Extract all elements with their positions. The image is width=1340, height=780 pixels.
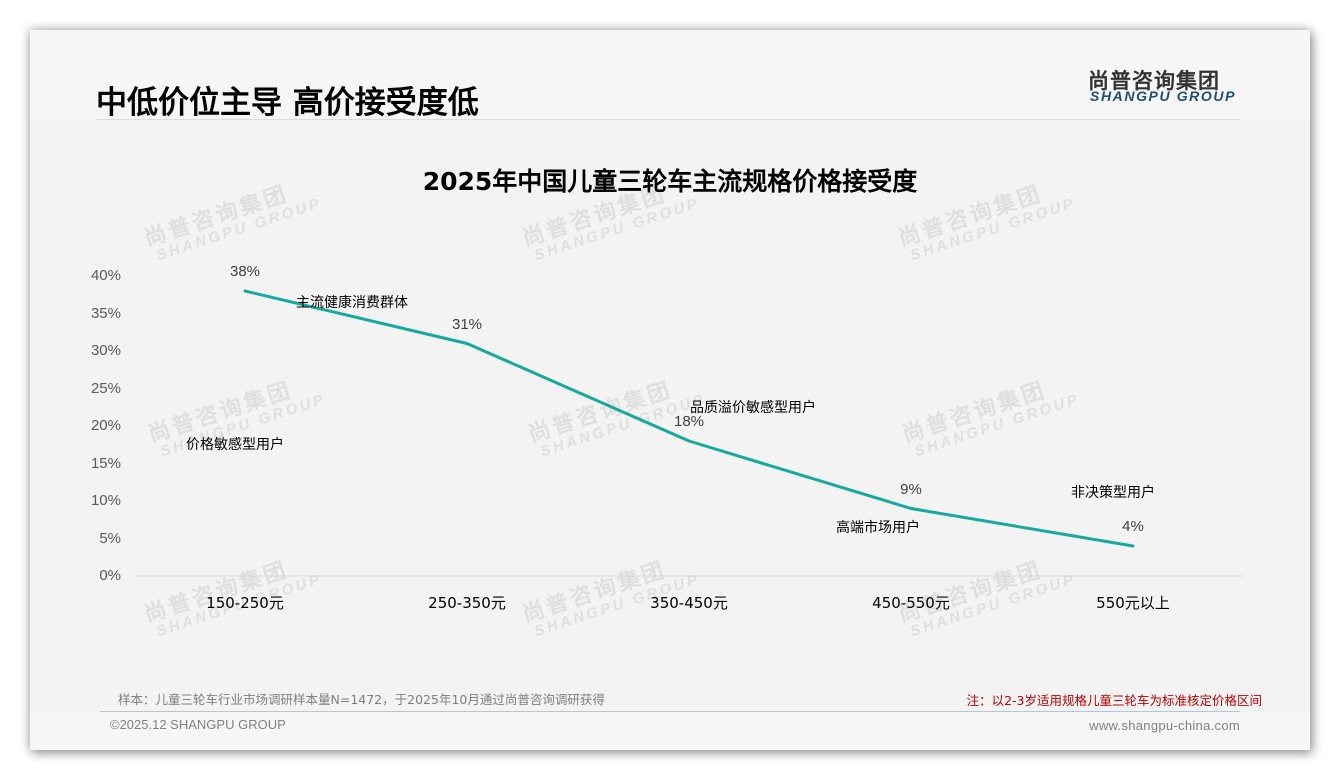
y-tick-label: 10% xyxy=(90,492,121,509)
y-tick-label: 40% xyxy=(90,267,121,284)
sample-note: 样本：儿童三轮车行业市场调研样本量N=1472，于2025年10月通过尚普咨询调… xyxy=(118,692,605,707)
page-title: 中低价位主导 高价接受度低 xyxy=(96,85,479,121)
price-range-note: 注：以2-3岁适用规格儿童三轮车为标准核定价格区间 xyxy=(966,693,1262,708)
header-divider xyxy=(96,119,1240,120)
y-tick-label: 35% xyxy=(90,304,121,322)
x-tick-label: 450-550元 xyxy=(872,594,950,612)
website-link[interactable]: www.shangpu-china.com xyxy=(1089,718,1240,733)
annotation-high-end: 高端市场用户 xyxy=(836,520,920,536)
logo-chinese: 尚普咨询集团 xyxy=(1088,69,1220,93)
y-tick-label: 30% xyxy=(90,342,121,359)
y-tick-label: 25% xyxy=(90,379,121,397)
data-point-label: 4% xyxy=(1122,518,1144,535)
x-tick-label: 350-450元 xyxy=(650,594,728,612)
footer-divider xyxy=(100,711,1240,712)
slide: 中低价位主导 高价接受度低 尚普咨询集团 SHANGPU GROUP 尚普咨询集… xyxy=(30,30,1310,750)
data-series-line xyxy=(243,289,1135,548)
chart-title: 2025年中国儿童三轮车主流规格价格接受度 xyxy=(422,167,918,196)
annotation-quality-premium: 品质溢价敏感型用户 xyxy=(690,400,816,416)
data-point-label: 38% xyxy=(229,263,261,280)
data-point-label: 9% xyxy=(900,480,922,498)
copyright: ©2025.12 SHANGPU GROUP xyxy=(110,717,286,732)
x-tick-label: 550元以上 xyxy=(1096,594,1170,612)
y-tick-label: 15% xyxy=(90,454,121,472)
y-tick-label: 20% xyxy=(90,417,121,434)
annotation-non-decision: 非决策型用户 xyxy=(1071,485,1155,501)
x-tick-label: 150-250元 xyxy=(206,594,284,612)
annotation-mainstream: 主流健康消费群体 xyxy=(296,295,408,311)
data-point-label: 31% xyxy=(451,315,483,333)
annotation-price-sensitive: 价格敏感型用户 xyxy=(186,437,284,453)
chart-plot xyxy=(135,289,1245,577)
footer-band xyxy=(30,712,1310,750)
x-tick-label: 250-350元 xyxy=(428,594,506,612)
y-tick-label: 5% xyxy=(99,529,121,547)
data-point-label: 18% xyxy=(673,413,705,430)
logo-english: SHANGPU GROUP xyxy=(1090,88,1237,104)
y-tick-label: 0% xyxy=(99,567,121,584)
header-band xyxy=(30,30,1310,120)
